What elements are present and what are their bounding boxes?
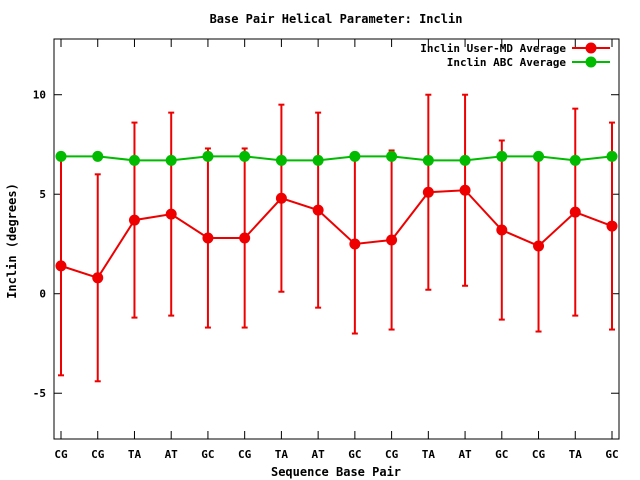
series-2 bbox=[55, 150, 618, 166]
legend-label: Inclin User-MD Average bbox=[420, 42, 566, 55]
data-point bbox=[165, 208, 177, 220]
data-point bbox=[422, 186, 434, 198]
y-tick-label: -5 bbox=[33, 387, 46, 400]
x-tick-label: CG bbox=[91, 448, 105, 461]
x-tick-label: AT bbox=[165, 448, 179, 461]
y-axis-label: Inclin (degrees) bbox=[5, 183, 19, 299]
data-point bbox=[275, 192, 287, 204]
x-tick-label: CG bbox=[385, 448, 399, 461]
data-point bbox=[569, 154, 581, 166]
data-point bbox=[533, 240, 545, 252]
x-tick-label: TA bbox=[128, 448, 142, 461]
data-point bbox=[606, 220, 618, 232]
data-point bbox=[496, 224, 508, 236]
x-tick-label: TA bbox=[569, 448, 583, 461]
y-tick-label: 10 bbox=[33, 89, 46, 102]
legend-label: Inclin ABC Average bbox=[447, 56, 567, 69]
data-point bbox=[422, 154, 434, 166]
data-point bbox=[459, 154, 471, 166]
x-tick-label: GC bbox=[201, 448, 214, 461]
x-tick-label: GC bbox=[348, 448, 361, 461]
data-point bbox=[312, 154, 324, 166]
x-tick-label: GC bbox=[605, 448, 618, 461]
data-point bbox=[312, 204, 324, 216]
data-point bbox=[55, 150, 67, 162]
x-tick-label: CG bbox=[532, 448, 546, 461]
series-line bbox=[60, 189, 613, 279]
chart-title: Base Pair Helical Parameter: Inclin bbox=[210, 12, 463, 26]
data-point bbox=[165, 154, 177, 166]
data-point bbox=[202, 232, 214, 244]
x-tick-label: GC bbox=[495, 448, 508, 461]
data-point bbox=[239, 232, 251, 244]
series-1 bbox=[55, 93, 618, 383]
data-point bbox=[533, 150, 545, 162]
x-tick-label: CG bbox=[54, 448, 68, 461]
series-layer bbox=[55, 93, 618, 383]
series-line bbox=[61, 155, 613, 162]
x-tick-label: TA bbox=[275, 448, 289, 461]
legend-marker bbox=[585, 56, 597, 68]
data-point bbox=[459, 184, 471, 196]
x-axis: CG CG TA AT GC CG TA AT GC CG TA AT GC CG TA GC bbox=[54, 39, 619, 461]
data-point bbox=[569, 206, 581, 218]
y-tick-label: 5 bbox=[39, 188, 46, 201]
data-point bbox=[386, 234, 398, 246]
data-point bbox=[92, 272, 104, 284]
y-axis: -5 0 5 10 bbox=[33, 89, 619, 400]
data-point bbox=[239, 150, 251, 162]
data-point bbox=[92, 150, 104, 162]
legend-marker bbox=[585, 42, 597, 54]
x-tick-label: AT bbox=[312, 448, 326, 461]
data-point bbox=[275, 154, 287, 166]
data-point bbox=[349, 150, 361, 162]
plot-frame bbox=[53, 38, 620, 440]
data-point bbox=[128, 214, 140, 226]
data-point bbox=[128, 154, 140, 166]
x-axis-label: Sequence Base Pair bbox=[271, 465, 401, 479]
data-point bbox=[349, 238, 361, 250]
data-point bbox=[496, 150, 508, 162]
x-tick-label: AT bbox=[458, 448, 472, 461]
data-point bbox=[606, 150, 618, 162]
x-tick-label: CG bbox=[238, 448, 252, 461]
data-point bbox=[55, 260, 67, 272]
y-tick-label: 0 bbox=[39, 288, 46, 301]
data-point bbox=[202, 150, 214, 162]
x-tick-label: TA bbox=[422, 448, 436, 461]
data-point bbox=[386, 150, 398, 162]
